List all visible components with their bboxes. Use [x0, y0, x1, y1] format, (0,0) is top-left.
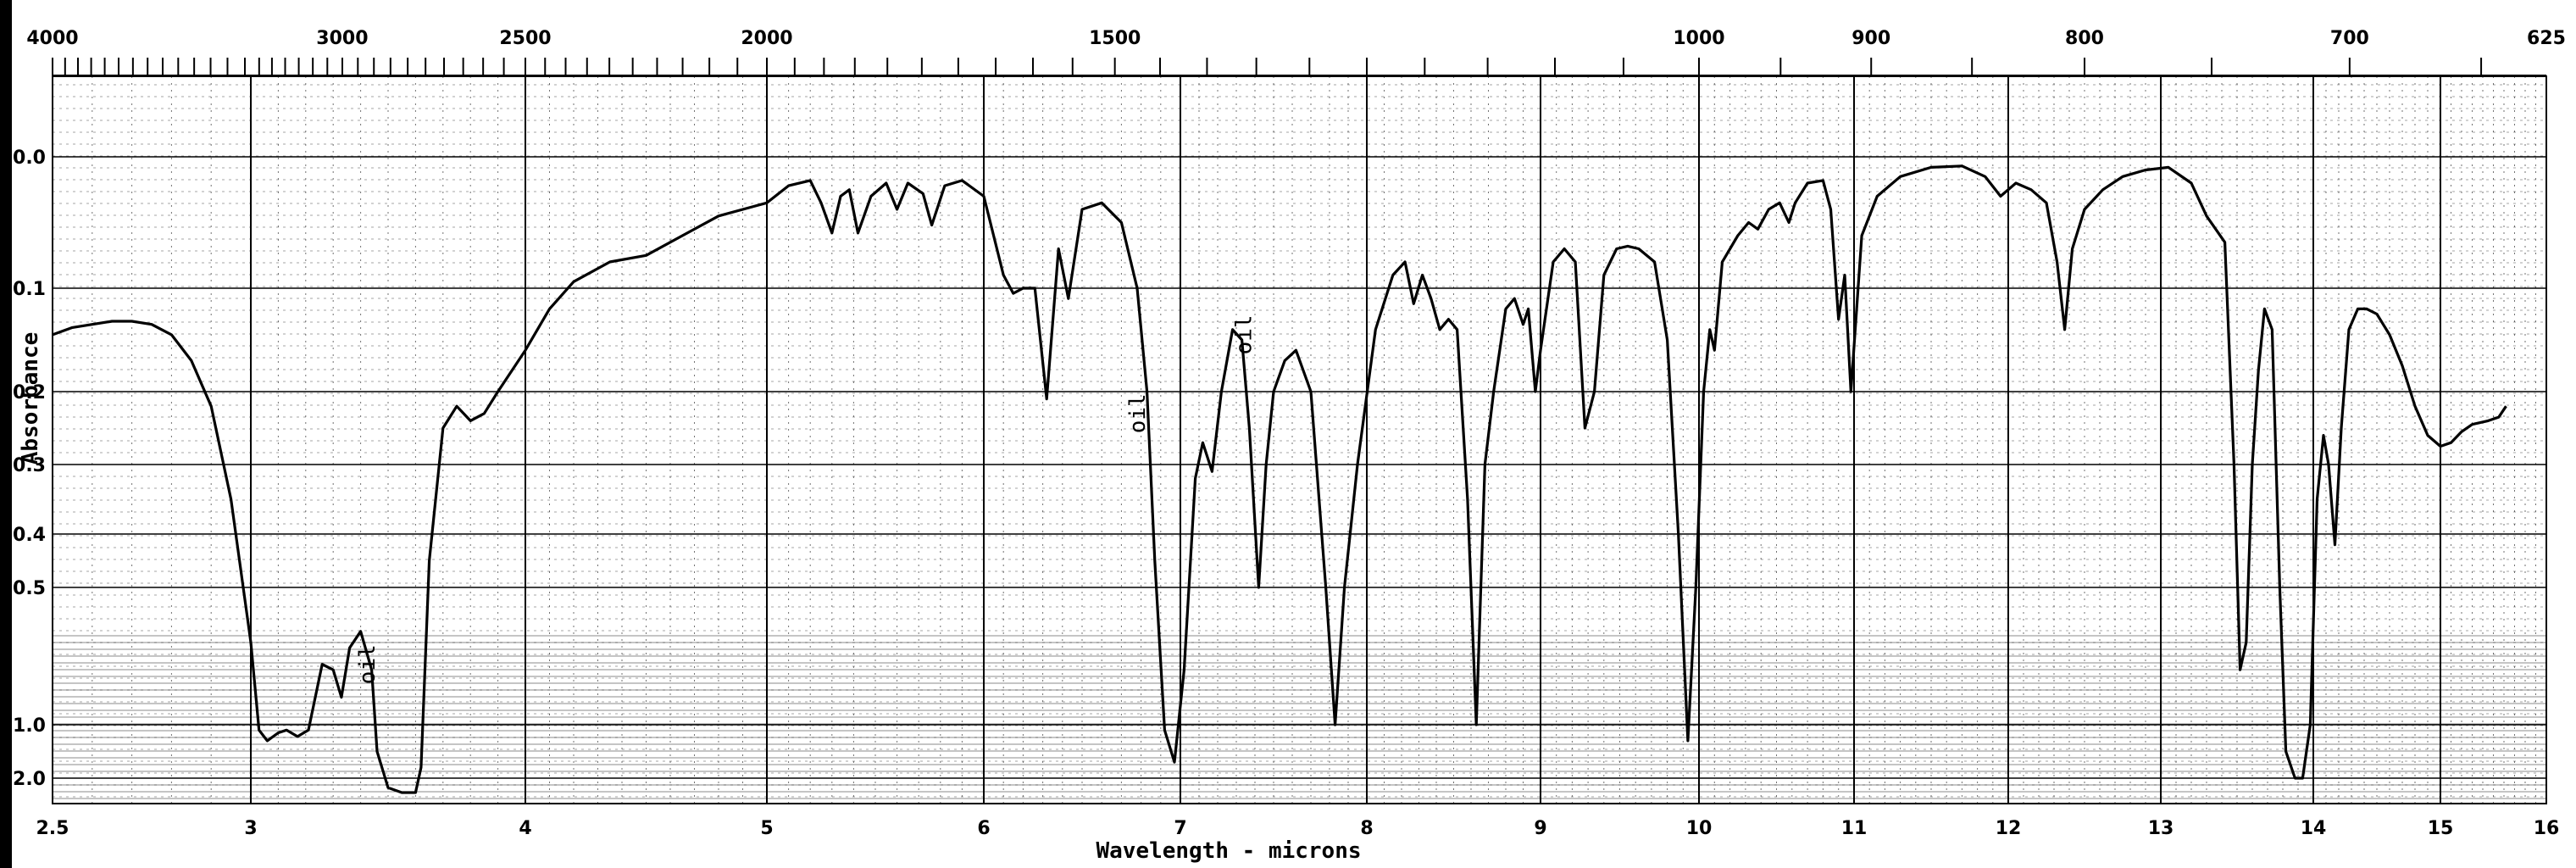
y-tick-label: 0.1: [13, 279, 46, 300]
x-tick-label: 5: [760, 818, 773, 839]
x-tick-label: 9: [1534, 818, 1546, 839]
top-tick-label: 2000: [741, 28, 792, 49]
annotation-oil: oil: [355, 644, 380, 684]
top-tick-label: 700: [2330, 28, 2369, 49]
x-tick-label: 12: [1996, 818, 2022, 839]
x-tick-label: 10: [1686, 818, 1713, 839]
x-tick-label: 8: [1360, 818, 1373, 839]
plot-frame: [52, 75, 2547, 804]
annotation-oil: oil: [1125, 393, 1151, 433]
grid-minor: [52, 76, 2547, 804]
top-tick-label: 800: [2065, 28, 2104, 49]
x-tick-label: 4: [519, 818, 531, 839]
x-tick-label: 3: [244, 818, 257, 839]
top-tick-label: 2500: [499, 28, 551, 49]
top-tick-label: 1500: [1089, 28, 1141, 49]
annotations: oil oil oil: [355, 314, 1257, 684]
tick-labels: 2.5 3 4 5 6 7 8 9 10 11 12 13 14 15 16 4000 3000 2500 2000…: [13, 28, 2566, 839]
x-tick-label: 6: [977, 818, 990, 839]
y-tick-label: 0.2: [13, 382, 46, 403]
top-tick-marks: [52, 58, 2546, 76]
x-axis-title: Wavelength - microns: [1096, 838, 1361, 864]
left-border: [0, 0, 12, 868]
y-tick-label: 0.3: [13, 455, 46, 476]
spectrum-line: [52, 164, 2507, 794]
top-tick-label: 1000: [1673, 28, 1724, 49]
top-tick-label: 625: [2527, 28, 2566, 49]
x-tick-label: 11: [1841, 818, 1868, 839]
x-tick-label: 13: [2148, 818, 2174, 839]
x-tick-label: 14: [2301, 818, 2327, 839]
top-tick-label: 3000: [316, 28, 368, 49]
y-tick-label: 0.5: [13, 578, 46, 599]
y-tick-label: 1.0: [13, 715, 46, 737]
top-tick-label: 4000: [26, 28, 78, 49]
x-tick-label: 15: [2428, 818, 2454, 839]
top-tick-label: 900: [1852, 28, 1890, 49]
x-tick-label: 7: [1174, 818, 1186, 839]
grid-major: [53, 76, 2546, 804]
x-tick-label: 2.5: [36, 818, 69, 839]
y-tick-label: 0.4: [13, 525, 46, 546]
y-axis-title: Absorbance: [18, 332, 43, 465]
y-tick-label: 2.0: [13, 769, 46, 790]
y-tick-label: 0.0: [13, 147, 46, 169]
annotation-oil: oil: [1232, 314, 1257, 354]
x-tick-label: 16: [2534, 818, 2560, 839]
